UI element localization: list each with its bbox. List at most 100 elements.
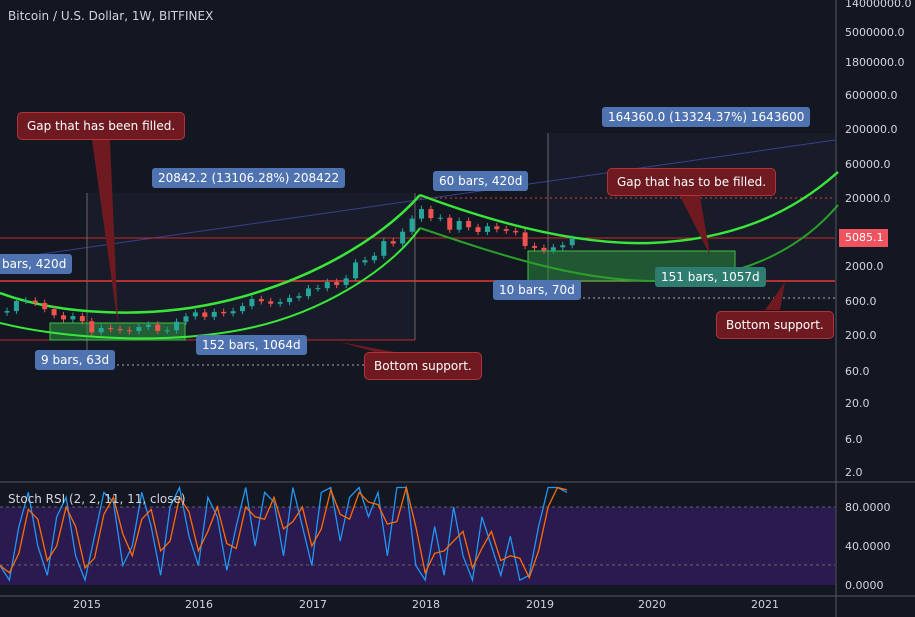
arc-upper-1 [0,194,421,314]
candle [343,278,349,285]
candle [475,227,481,232]
candle [117,329,123,331]
candle [494,226,500,230]
candle [211,311,217,317]
candle [4,311,10,313]
candle [136,327,142,332]
candle [240,306,245,312]
candle [145,324,151,328]
time-tick: 2016 [185,598,213,611]
price-tick: 600000.0 [845,89,898,102]
rsi-tick: 80.0000 [845,501,891,514]
candle [484,226,490,232]
measure-region-1 [87,193,415,340]
candle [400,231,406,244]
candle [287,297,293,303]
candle [221,311,227,314]
candle [32,300,38,303]
candle [192,312,198,317]
trend-line [0,139,836,261]
bars-label[interactable]: 10 bars, 70d [493,280,581,300]
candle [230,311,236,314]
time-tick: 2019 [526,598,554,611]
pointer [765,282,785,310]
last-price-tag: 5085.1 [839,229,888,247]
bars-label[interactable]: 9 bars, 63d [35,350,116,370]
candle [560,245,566,248]
indicator-label[interactable]: Stoch RSI (2, 2, 11, 11, close) [8,492,186,506]
price-tick: 60.0 [845,365,870,378]
candle [353,262,359,279]
price-tick: 20.0 [845,397,870,410]
candle [447,217,453,230]
rsi-tick: 40.0000 [845,540,891,553]
candle [418,209,424,219]
price-tick: 14000000.0 [845,0,912,10]
candle [258,299,264,302]
candle [371,255,377,261]
candle [522,232,528,246]
price-tick: 200000.0 [845,123,898,136]
time-tick: 2020 [638,598,666,611]
candle [23,300,29,302]
candle [183,316,189,322]
candle [324,282,330,289]
pointer [92,140,118,325]
note-gap-filled[interactable]: Gap that has been filled. [17,112,186,140]
rsi-band [0,507,835,585]
arc-lower-1 [0,227,421,340]
price-tick: 20000.0 [845,192,891,205]
candle [456,220,462,230]
candle [362,260,368,263]
bars-label[interactable]: bars, 420d [0,254,73,274]
candle [98,327,104,333]
candle [513,230,519,233]
time-tick: 2018 [412,598,440,611]
stoch-d-line [0,484,568,580]
bars-label[interactable]: 152 bars, 1064d [196,335,307,355]
candle [541,247,547,251]
price-tick: 5000000.0 [845,26,905,39]
measure-label-2[interactable]: 164360.0 (13324.37%) 1643600 [602,107,811,127]
candle [381,241,387,256]
candle [532,245,538,248]
candle [42,302,48,310]
candle [305,288,311,297]
candle [503,229,509,231]
candle [164,330,170,332]
candle [315,288,321,290]
candle [277,302,283,304]
price-tick: 2.0 [845,466,863,479]
note-bottom-support-1[interactable]: Bottom support. [364,352,482,380]
price-tick: 600.0 [845,295,877,308]
price-tick: 1800000.0 [845,56,905,69]
pointer [680,196,710,255]
candle [428,209,434,219]
candle [108,327,114,330]
time-tick: 2017 [299,598,327,611]
candle [79,316,85,322]
candle [390,241,396,244]
time-tick: 2021 [751,598,779,611]
pointer [340,342,395,352]
bars-label[interactable]: 151 bars, 1057d [655,267,766,287]
rsi-tick: 0.0000 [845,579,884,592]
bars-label[interactable]: 60 bars, 420d [433,171,529,191]
candle [569,238,575,246]
note-bottom-support-2[interactable]: Bottom support. [716,311,834,339]
candle [268,301,274,304]
measure-label-1[interactable]: 20842.2 (13106.28%) 208422 [152,168,346,188]
price-tick: 60000.0 [845,158,891,171]
candle [437,217,443,219]
candle [296,296,302,298]
price-tick: 2000.0 [845,260,884,273]
time-tick: 2015 [73,598,101,611]
candle [13,301,19,312]
candle [174,321,180,331]
candle [126,330,132,332]
price-tick: 6.0 [845,433,863,446]
candle [61,315,67,320]
candle [70,316,76,320]
note-gap-to-fill[interactable]: Gap that has to be filled. [607,168,777,196]
